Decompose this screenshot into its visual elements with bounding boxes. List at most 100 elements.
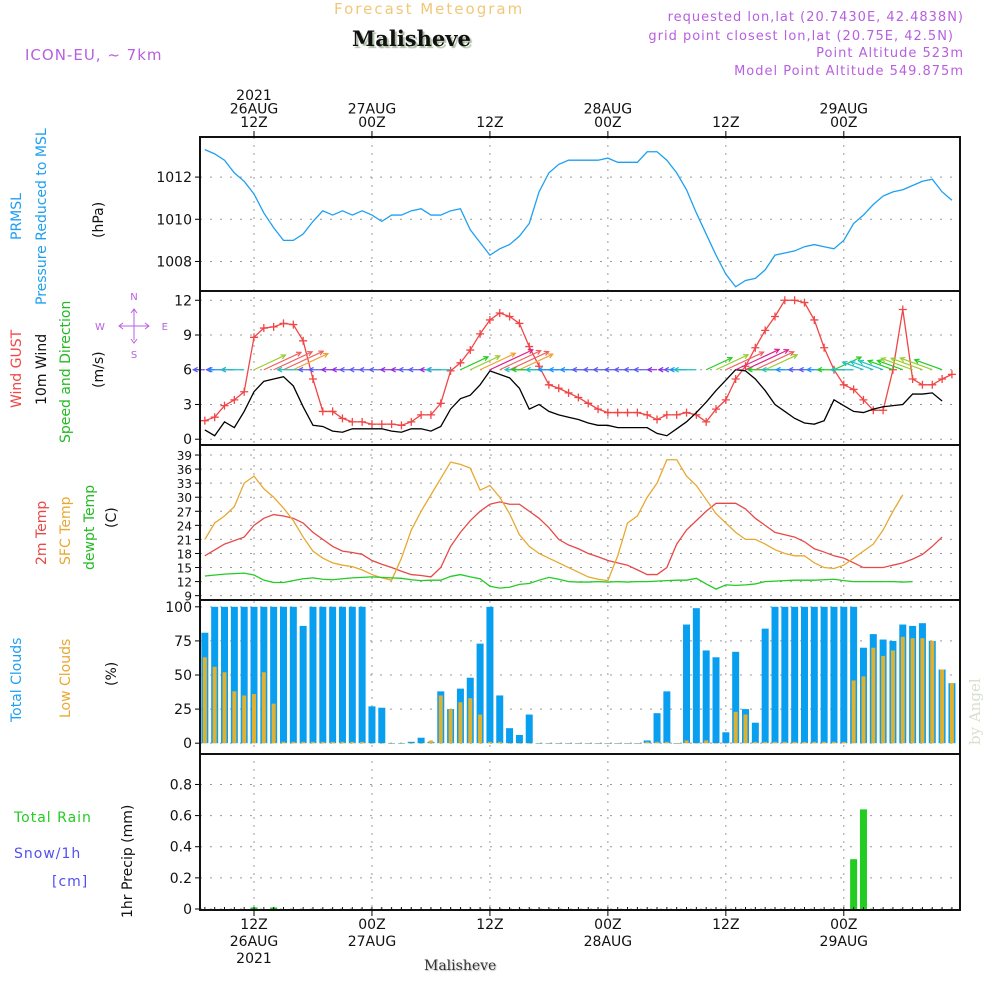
gust-marker (200, 416, 209, 425)
total-cloud-bar (850, 606, 858, 744)
low-cloud-bar (792, 741, 797, 744)
series-dewpt-temp (204, 572, 913, 590)
low-cloud-bar (222, 672, 227, 744)
low-cloud-bar (409, 743, 414, 744)
gust-marker (918, 380, 927, 389)
wind-arrowhead (805, 366, 812, 373)
wind-arrowhead (613, 366, 620, 373)
y-tick-label-temp: 9 (184, 590, 192, 604)
low-cloud-bar (566, 743, 571, 744)
total-cloud-bar (240, 606, 248, 744)
label-snow: Snow/1h (14, 846, 82, 862)
low-cloud-bar (350, 741, 355, 744)
wind-arrow (283, 350, 324, 371)
label-total-rain: Total Rain (14, 810, 92, 826)
wind-arrow (470, 355, 501, 371)
low-cloud-bar (910, 638, 915, 744)
wind-arrowhead (547, 353, 554, 359)
label-snow-unit: [cm] (52, 874, 89, 890)
gust-marker (318, 407, 327, 416)
total-cloud-bar (329, 606, 337, 744)
y-tick-label-temp: 21 (177, 533, 192, 547)
low-cloud-bar (930, 640, 935, 744)
wind-arrowhead (358, 366, 365, 373)
low-cloud-bar (537, 743, 542, 744)
series-sfc-temp (204, 459, 904, 582)
y-tick-label-temp: 36 (177, 463, 192, 477)
y-tick-label-temp: 15 (177, 562, 192, 576)
y-tick-label-wind: 12 (174, 293, 192, 309)
wind-arrowhead (816, 366, 823, 373)
gust-marker (643, 410, 652, 419)
gust-marker (456, 358, 465, 367)
wind-arrow (877, 359, 903, 371)
x-tick-label-bottom: 00Z (594, 917, 621, 933)
y-tick-label-temp: 12 (177, 576, 192, 590)
series-2m-temp (204, 501, 943, 578)
low-cloud-bar (369, 743, 374, 744)
low-cloud-bar (772, 741, 777, 744)
gust-marker (859, 395, 868, 404)
x-tick-label-top: 00Z (594, 115, 621, 131)
low-cloud-bar (310, 741, 315, 744)
low-cloud-bar (900, 636, 905, 744)
low-cloud-bar (802, 741, 807, 744)
total-cloud-bar (692, 608, 700, 744)
gust-marker (515, 319, 524, 328)
gust-marker (849, 385, 858, 394)
gust-marker (367, 420, 376, 429)
wind-arrowhead (318, 350, 325, 356)
gust-marker (672, 410, 681, 419)
gust-marker (259, 324, 268, 333)
low-cloud-bar (458, 702, 463, 744)
wind-arrowhead (397, 366, 404, 373)
wind-arrowhead (559, 366, 566, 373)
low-cloud-bar (419, 743, 424, 744)
wind-arrowhead (760, 366, 767, 373)
total-cloud-bar (830, 606, 838, 744)
gust-marker (220, 401, 229, 410)
total-cloud-bar (800, 606, 808, 744)
gust-marker (888, 365, 897, 374)
series-prmsl (204, 149, 953, 288)
y-tick-label-clouds: 100 (165, 600, 192, 616)
y-tick-label-temp: 24 (177, 519, 192, 533)
low-cloud-bar (851, 680, 856, 744)
low-cloud-bar (497, 741, 502, 744)
wind-arrow (509, 350, 549, 371)
low-cloud-bar (861, 676, 866, 744)
low-cloud-bar (556, 743, 561, 744)
wind-arrowhead (547, 366, 554, 373)
low-cloud-bar (546, 743, 551, 744)
low-cloud-bar (704, 740, 709, 744)
total-cloud-bar (751, 722, 759, 744)
gust-marker (564, 388, 573, 397)
low-cloud-bar (655, 741, 660, 744)
wind-arrowhead (774, 348, 781, 354)
gust-marker (623, 408, 632, 417)
footer-station: Malisheve (424, 958, 497, 974)
x-tick-label-bottom: 12Z (240, 917, 267, 933)
total-cloud-bar (663, 691, 671, 744)
series-10m-wind (204, 369, 943, 437)
gust-marker (780, 296, 789, 305)
gust-marker (269, 322, 278, 331)
compass-rose: N S W E (95, 292, 168, 360)
gust-marker (407, 417, 416, 426)
gust-marker (898, 305, 907, 314)
wind-arrow (0, 0, 952, 370)
wind-arrowhead (494, 355, 502, 361)
wind-arrowhead (407, 366, 414, 373)
y-tick-label-wind: 9 (183, 328, 192, 344)
x-tick-label-top: 00Z (830, 115, 857, 131)
gust-marker (938, 375, 947, 383)
total-cloud-bar (476, 643, 484, 744)
gust-marker (613, 408, 622, 417)
wind-arrowhead (855, 356, 863, 362)
y-tick-label-precip: 0.4 (170, 840, 192, 856)
wind-arrowhead (348, 366, 355, 373)
low-cloud-bar (596, 743, 601, 744)
low-cloud-bar (320, 741, 325, 744)
wind-arrowhead (483, 356, 490, 362)
wind-arrow (868, 360, 894, 371)
